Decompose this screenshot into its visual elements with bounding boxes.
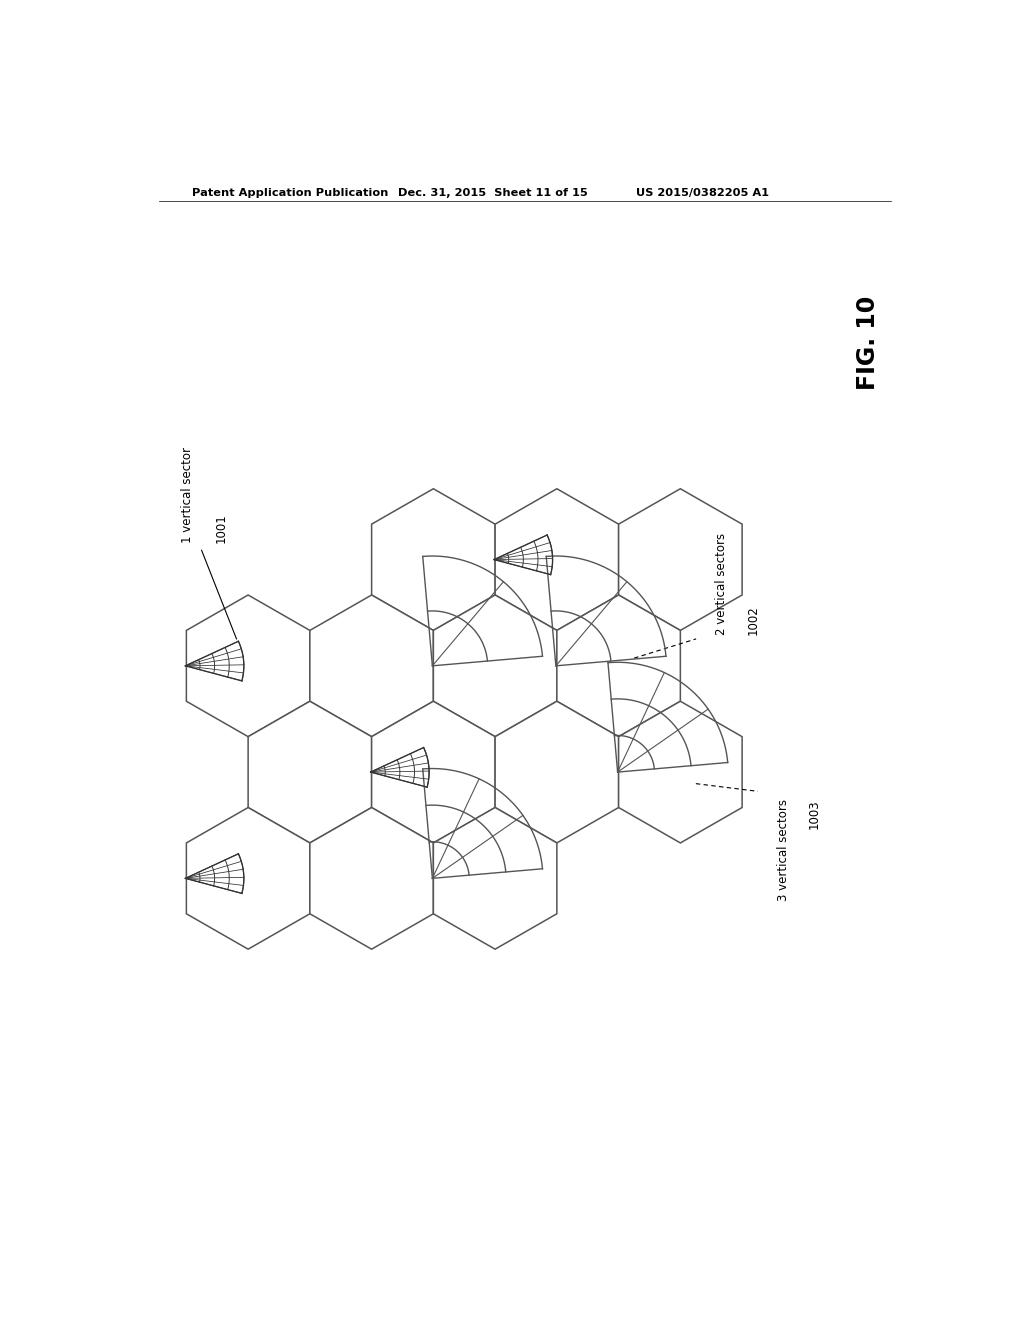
Text: 1002: 1002: [746, 606, 759, 635]
Polygon shape: [372, 701, 496, 843]
Polygon shape: [310, 595, 433, 737]
Polygon shape: [248, 701, 372, 843]
Text: US 2015/0382205 A1: US 2015/0382205 A1: [636, 187, 769, 198]
Polygon shape: [496, 488, 618, 631]
Text: 2 vertical sectors: 2 vertical sectors: [715, 533, 728, 635]
Polygon shape: [618, 701, 742, 843]
Polygon shape: [557, 595, 680, 737]
Polygon shape: [433, 808, 557, 949]
Text: 1 vertical sector: 1 vertical sector: [181, 446, 195, 543]
Text: Patent Application Publication: Patent Application Publication: [191, 187, 388, 198]
Text: 1003: 1003: [808, 799, 821, 829]
Polygon shape: [618, 488, 742, 631]
Polygon shape: [186, 595, 310, 737]
Text: Dec. 31, 2015  Sheet 11 of 15: Dec. 31, 2015 Sheet 11 of 15: [397, 187, 588, 198]
Polygon shape: [496, 701, 618, 843]
Text: FIG. 10: FIG. 10: [856, 296, 880, 391]
Text: 3 vertical sectors: 3 vertical sectors: [777, 799, 790, 902]
Polygon shape: [433, 595, 557, 737]
Polygon shape: [372, 488, 496, 631]
Polygon shape: [310, 808, 433, 949]
Polygon shape: [186, 808, 310, 949]
Text: 1001: 1001: [214, 513, 227, 543]
